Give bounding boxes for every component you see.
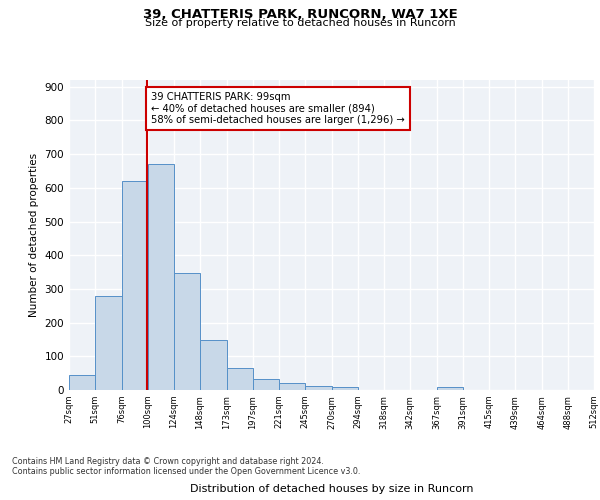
Text: 39 CHATTERIS PARK: 99sqm
← 40% of detached houses are smaller (894)
58% of semi-: 39 CHATTERIS PARK: 99sqm ← 40% of detach… (151, 92, 405, 125)
Text: 39, CHATTERIS PARK, RUNCORN, WA7 1XE: 39, CHATTERIS PARK, RUNCORN, WA7 1XE (143, 8, 457, 20)
Bar (305, 386, 332, 390)
Y-axis label: Number of detached properties: Number of detached properties (29, 153, 39, 317)
Bar (174, 272, 200, 390)
Bar (95, 296, 122, 390)
Text: Contains public sector information licensed under the Open Government Licence v3: Contains public sector information licen… (12, 468, 361, 476)
Bar (227, 368, 253, 390)
Bar (200, 340, 227, 390)
Bar (332, 386, 358, 390)
Bar (279, 384, 305, 390)
Text: Contains HM Land Registry data © Crown copyright and database right 2024.: Contains HM Land Registry data © Crown c… (12, 458, 324, 466)
Bar (69, 375, 95, 390)
Bar (437, 388, 463, 390)
Bar (148, 164, 174, 390)
Bar (122, 181, 148, 390)
Bar (253, 379, 279, 390)
X-axis label: Distribution of detached houses by size in Runcorn: Distribution of detached houses by size … (190, 484, 473, 494)
Text: Size of property relative to detached houses in Runcorn: Size of property relative to detached ho… (145, 18, 455, 28)
